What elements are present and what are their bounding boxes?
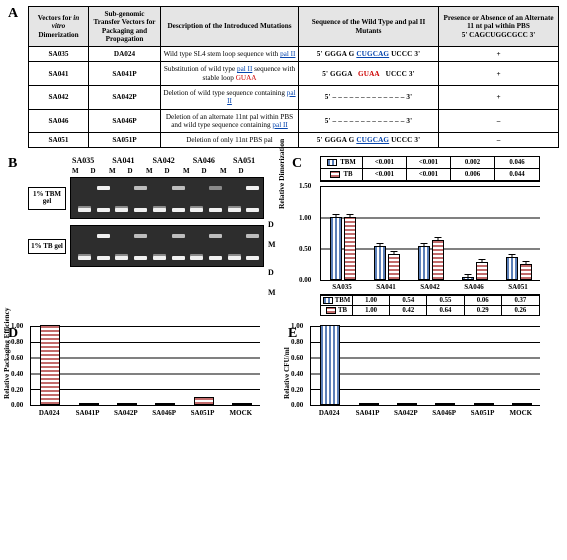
table-header: Description of the Introduced Mutations: [161, 7, 299, 47]
table-row: SA035DA024Wild type SL4 stem loop sequen…: [29, 47, 559, 62]
vector-cell: SA046: [29, 109, 89, 133]
pal-presence-cell: –: [439, 133, 559, 148]
description-cell: Substitution of wild type pal II sequenc…: [161, 62, 299, 86]
gel-sample-labels: SA035SA041SA042SA046SA051: [72, 156, 278, 165]
cfu-chart: Relative CFU/ml 0.000.200.400.600.801.00…: [310, 326, 540, 417]
bar: [194, 397, 214, 405]
vector-cell: SA051: [29, 133, 89, 148]
sequence-cell: 5' GGGA GUAA UCCC 3': [299, 62, 439, 86]
transfer-vector-cell: SA051P: [89, 133, 161, 148]
bar: [155, 403, 175, 405]
bar: [462, 277, 474, 281]
gel-tb: [70, 225, 264, 267]
bar: [474, 403, 494, 405]
bar: [520, 264, 532, 280]
panel-a: A Vectors for in vitro DimerizationSub-g…: [8, 6, 559, 148]
pal-presence-cell: +: [439, 62, 559, 86]
bar: [40, 325, 60, 405]
bar: [374, 246, 386, 280]
sequence-cell: 5' GGGA G CUGCAG UCCC 3': [299, 133, 439, 148]
transfer-vector-cell: SA041P: [89, 62, 161, 86]
transfer-vector-cell: SA042P: [89, 85, 161, 109]
panel-d: D Relative Packaging Efficiency 0.000.20…: [8, 326, 268, 417]
bar: [388, 254, 400, 281]
sequence-cell: 5' GGGA G CUGCAG UCCC 3': [299, 47, 439, 62]
panel-c-letter: C: [292, 156, 302, 172]
panel-b: B SA035SA041SA042SA046SA051 MDMDMDMDMD 1…: [8, 156, 278, 316]
vector-cell: SA042: [29, 85, 89, 109]
panel-c: C TBM<0.001<0.0010.0020.046TB<0.001<0.00…: [292, 156, 552, 316]
mutations-table: Vectors for in vitro DimerizationSub-gen…: [28, 6, 559, 148]
transfer-vector-cell: DA024: [89, 47, 161, 62]
table-header: Sub-genomic Transfer Vectors for Packagi…: [89, 7, 161, 47]
bar: [418, 246, 430, 281]
sequence-cell: 5' – – – – – – – – – – – – – 3': [299, 85, 439, 109]
bar: [512, 403, 532, 405]
pal-presence-cell: +: [439, 47, 559, 62]
panel-e: E Relative CFU/ml 0.000.200.400.600.801.…: [288, 326, 548, 417]
vector-cell: SA035: [29, 47, 89, 62]
dimerization-chart: Relative Dimerization 0.000.501.001.50 S…: [320, 186, 540, 316]
gel1-caption: 1% TBM gel: [28, 187, 66, 210]
bar: [435, 403, 455, 405]
table-header: Sequence of the Wild Type and pal II Mut…: [299, 7, 439, 47]
sequence-cell: 5' – – – – – – – – – – – – – 3': [299, 109, 439, 133]
bar: [232, 403, 252, 405]
description-cell: Deletion of an alternate 11nt pal within…: [161, 109, 299, 133]
chartC-categories: SA035SA041SA042SA046SA051: [320, 283, 540, 291]
transfer-vector-cell: SA046P: [89, 109, 161, 133]
bar: [117, 403, 137, 405]
table-row: SA046SA046PDeletion of an alternate 11nt…: [29, 109, 559, 133]
panel-b-letter: B: [8, 156, 17, 172]
panel-a-letter: A: [8, 6, 18, 22]
table-row: SA042SA042PDeletion of wild type sequenc…: [29, 85, 559, 109]
chartD-ylabel: Relative Packaging Efficiency: [3, 308, 11, 399]
table-header: Vectors for in vitro Dimerization: [29, 7, 89, 47]
bar: [330, 217, 342, 280]
bar: [476, 262, 488, 280]
gel-tbm: [70, 177, 264, 219]
bar: [397, 403, 417, 405]
gel2-caption: 1% TB gel: [28, 239, 66, 255]
pal-presence-cell: –: [439, 109, 559, 133]
chartC-values-table: TBM1.000.540.550.060.37TB1.000.420.640.2…: [320, 294, 540, 316]
bar: [359, 403, 379, 405]
chartD-categories: DA024SA041PSA042PSA046PSA051PMOCK: [30, 409, 260, 417]
gel-md-labels: MDMDMDMDMD: [72, 167, 278, 175]
table-row: SA041SA041PSubstitution of wild type pal…: [29, 62, 559, 86]
table-row: SA051SA051PDeletion of only 11nt PBS pal…: [29, 133, 559, 148]
chartE-ylabel: Relative CFU/ml: [283, 347, 291, 399]
table-header: Presence or Absence of an Alternate 11 n…: [439, 7, 559, 47]
pvalues-table: TBM<0.001<0.0010.0020.046TB<0.001<0.0010…: [320, 156, 540, 182]
vector-cell: SA041: [29, 62, 89, 86]
chartE-categories: DA024SA041PSA042PSA046PSA051PMOCK: [310, 409, 540, 417]
packaging-chart: Relative Packaging Efficiency 0.000.200.…: [30, 326, 260, 417]
description-cell: Deletion of wild type sequence containin…: [161, 85, 299, 109]
bar: [79, 403, 99, 405]
bar: [320, 325, 340, 405]
bar: [506, 257, 518, 280]
description-cell: Wild type SL4 stem loop sequence with pa…: [161, 47, 299, 62]
bar: [432, 240, 444, 281]
pal-presence-cell: +: [439, 85, 559, 109]
chartC-ylabel: Relative Dimerization: [277, 139, 286, 209]
bar: [344, 217, 356, 280]
